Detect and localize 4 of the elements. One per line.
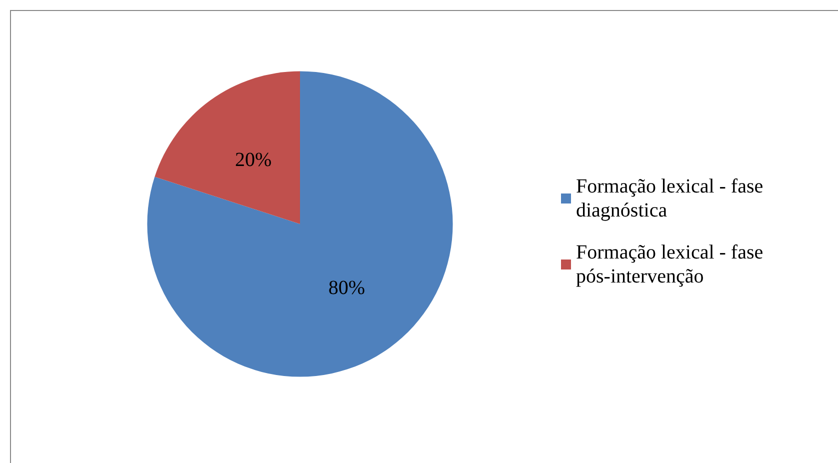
data-label: 80% [328,277,366,300]
legend-label: Formação lexical - fase pós-intervenção [576,242,768,288]
data-label: 20% [234,148,272,171]
legend-label: Formação lexical - fase diagnóstica [576,176,768,222]
